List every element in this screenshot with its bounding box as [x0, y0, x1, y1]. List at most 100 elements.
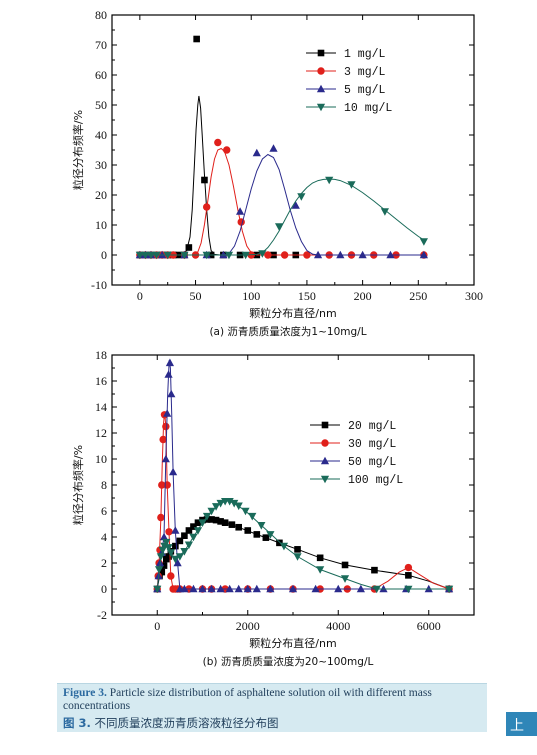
figure-caption: Figure 3. Particle size distribution of … — [57, 683, 487, 732]
chart-b-xtick-label: 2000 — [236, 619, 260, 633]
chart-b-xtick-label: 0 — [154, 619, 160, 633]
chart-b-series-3-point — [234, 502, 243, 511]
chart-b-series-2-point — [168, 467, 178, 476]
chart-a-xtick-label: 150 — [298, 289, 316, 303]
chart-b-series-1-point — [165, 528, 173, 536]
chart-b-series-3-point — [164, 544, 173, 552]
chart-a-series-3-point — [224, 251, 234, 260]
chart-b-series-2-point — [356, 584, 365, 593]
chart-b-series-2 — [153, 358, 454, 593]
chart-b-ytick-label: 10 — [95, 452, 107, 466]
chart-b-series-2-point — [161, 454, 170, 463]
chart-b-series-1-point — [404, 563, 413, 572]
chart-b-series-3-point — [340, 575, 350, 583]
chart-b-series-2-point — [334, 584, 343, 593]
chart-b-series-3-point — [156, 553, 165, 561]
chart-b-series-1 — [153, 411, 453, 593]
chart-b-series-0-point — [217, 518, 224, 525]
chart-a-xtick-label: 50 — [190, 289, 202, 303]
chart-b-series-2-point — [225, 584, 234, 593]
chart-a-series-0-line — [139, 95, 296, 256]
chart-b-series-3 — [153, 497, 454, 594]
chart-b-series-2-point — [163, 409, 172, 417]
chart-b-legend: 20 mg/L 30 mg/L 50 mg/L 100 mg/L — [310, 420, 403, 487]
chart-b-series-0-point — [172, 542, 179, 550]
chart-a-series-2-point — [336, 250, 345, 259]
chart-b-subcaption: (b) 沥青质质量浓度为20~100mg/L — [203, 655, 374, 668]
chart-a-ytick-label: 50 — [95, 98, 107, 112]
chart-b-series-1-line — [156, 412, 450, 590]
chart-b-legend-label: 50 mg/L — [348, 456, 396, 469]
chart-a-series-1-point — [214, 138, 222, 147]
chart-a-series-3-point — [325, 176, 334, 185]
chart-b-series-1-point — [162, 422, 170, 431]
chart-a-ytick-label: 30 — [95, 158, 107, 172]
chart-b-ytick-label: 14 — [95, 400, 107, 414]
chart-b-ytick-label: 12 — [95, 426, 107, 440]
chart-a-series-3-point — [163, 251, 172, 260]
chart-b-series-0-point — [212, 516, 220, 524]
chart-b-series-0-point — [194, 519, 202, 526]
chart-b-series-3-point — [166, 549, 175, 557]
chart-b-series-2-point — [198, 584, 207, 593]
chart-b-series-3-point — [257, 522, 266, 530]
chart-b-series-3-point — [316, 566, 325, 574]
chart-a: 0 50 100 150 200 250 300 -10 0 10 20 30 40 50 60 70 80 颗粒… — [71, 8, 483, 338]
chart-b: 0 2000 4000 6000 -2 0 2 4 6 8 10 12 14 16 18 颗粒分布直径/nm 粒… — [71, 348, 475, 668]
chart-b-series-0-point — [244, 527, 252, 534]
chart-a-ylabel: 粒径分布频率/% — [71, 110, 85, 190]
chart-a-series-1-point — [264, 251, 272, 259]
chart-a-series-1 — [136, 138, 428, 259]
chart-b-series-0-point — [405, 572, 412, 579]
chart-a-xtick-label: 300 — [465, 289, 483, 303]
chart-b-series-1-point — [157, 513, 165, 522]
chart-b-series-3-point — [225, 497, 234, 506]
chart-b-legend-marker — [320, 456, 330, 465]
chart-b-series-2-point — [311, 584, 320, 593]
chart-b-series-3-point — [198, 519, 207, 527]
chart-b-legend-label: 30 mg/L — [348, 438, 396, 451]
caption-english-label: Figure 3. — [63, 687, 107, 699]
chart-a-series-2-point — [386, 250, 395, 259]
chart-a-ytick-label: 60 — [95, 68, 107, 82]
chart-b-series-2-line — [156, 360, 450, 590]
chart-b-series-3-point — [184, 541, 194, 550]
chart-a-legend-marker — [316, 103, 326, 112]
caption-chinese: 图 3. 不同质量浓度沥青质溶液粒径分布图 — [63, 715, 483, 731]
chart-a-series-3-point — [180, 251, 189, 260]
chart-b-series-2-point — [243, 584, 252, 593]
chart-b-series-2-point — [171, 526, 180, 534]
chart-a-series-3-point — [146, 251, 156, 260]
chart-a-series-3-point — [258, 250, 267, 258]
chart-a-series-3-point — [419, 238, 428, 246]
chart-b-series-3-point — [248, 512, 257, 521]
chart-b-ytick-label: 18 — [95, 348, 107, 362]
chart-a-series-1-point — [237, 218, 245, 226]
chart-b-series-3-point — [153, 585, 162, 594]
chart-b-legend-label: 20 mg/L — [348, 420, 396, 433]
chart-b-series-2-point — [173, 558, 182, 567]
chart-b-series-3-point — [193, 527, 203, 535]
chart-b-series-0-point — [235, 523, 242, 531]
chart-b-legend-marker — [321, 439, 329, 447]
chart-a-series-1-line — [139, 147, 424, 256]
chart-b-series-2-point — [288, 584, 298, 593]
chart-a-series-3-point — [347, 181, 356, 189]
chart-a-ytick-label: 20 — [95, 188, 107, 202]
chart-a-subcaption: (a) 沥青质质量浓度为1~10mg/L — [209, 325, 366, 338]
chart-b-series-2-point — [159, 532, 169, 541]
chart-b-series-0-point — [160, 562, 168, 569]
caption-english-text: Particle size distribution of asphaltene… — [63, 687, 432, 712]
chart-a-legend-marker — [317, 49, 325, 57]
chart-b-series-3-point — [180, 548, 189, 556]
chart-b-series-3-point — [171, 555, 180, 564]
chart-b-legend-marker — [320, 475, 330, 484]
chart-b-series-2-point — [234, 584, 243, 593]
chart-b-series-3-point — [202, 512, 212, 521]
chart-b-series-3-point — [404, 585, 413, 594]
chart-b-series-3-point — [216, 499, 225, 508]
chart-b-series-3-point — [279, 542, 289, 551]
chart-a-legend-label: 3 mg/L — [344, 66, 386, 79]
chart-a-legend: 1 mg/L 3 mg/L 5 mg/L 10 mg/L — [306, 48, 392, 115]
chart-b-series-2-point — [180, 584, 189, 593]
